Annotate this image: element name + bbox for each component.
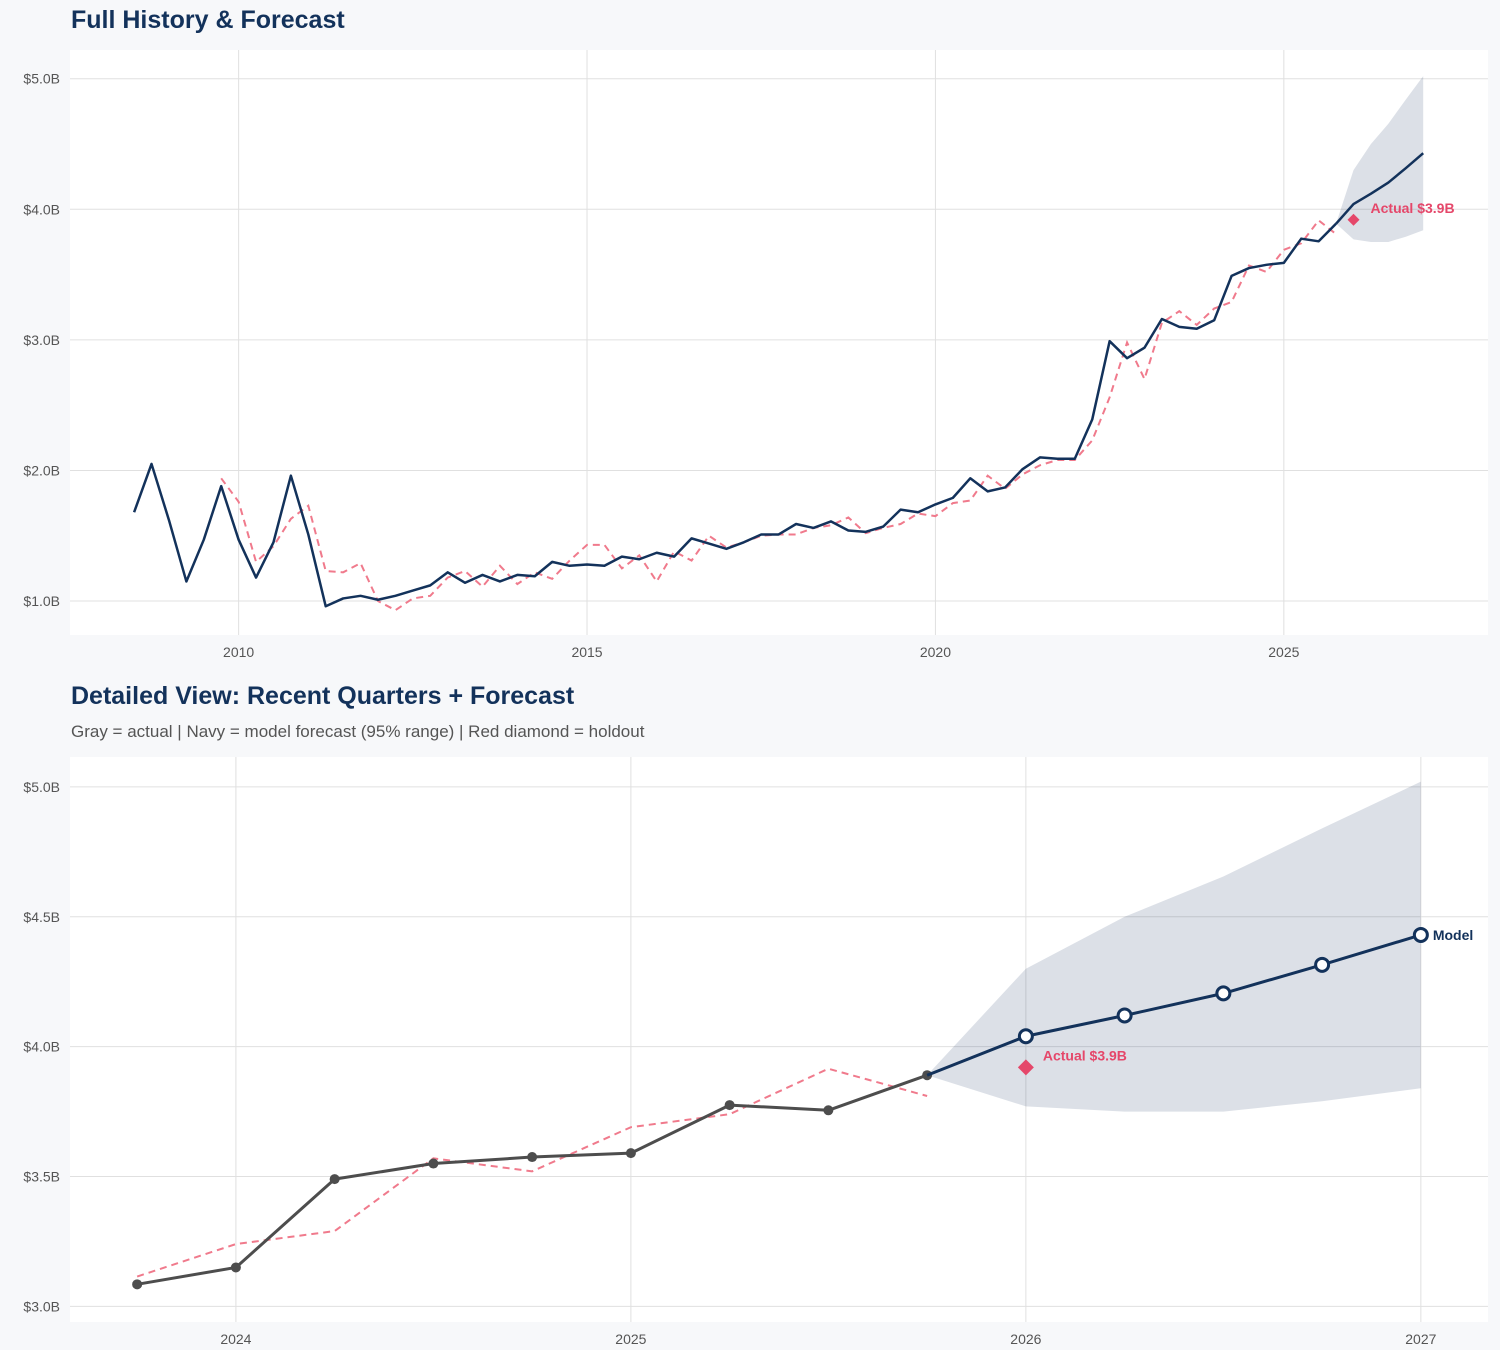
x-tick-label: 2010: [223, 644, 254, 660]
holdout-diamond: [1347, 213, 1360, 226]
forecast-point: [1116, 1007, 1133, 1024]
y-tick-label: $3.0B: [23, 332, 60, 348]
actual-point: [527, 1152, 538, 1163]
x-tick-label: 2026: [1010, 1331, 1041, 1347]
forecast-line: [1335, 152, 1425, 225]
x-tick-label: 2025: [615, 1331, 646, 1347]
forecast-point: [1017, 1028, 1034, 1045]
y-tick-label: $5.0B: [23, 779, 60, 795]
forecast-point: [1215, 985, 1232, 1002]
holdout-label: Actual $3.9B: [1371, 200, 1455, 216]
actual-point: [329, 1174, 340, 1185]
y-tick-label: $4.5B: [23, 909, 60, 925]
x-tick-label: 2015: [571, 644, 602, 660]
actual-point: [625, 1148, 636, 1159]
plot-area: [70, 757, 1488, 1322]
y-tick-label: $1.0B: [23, 593, 60, 609]
y-tick-label: $4.0B: [23, 1039, 60, 1055]
model-end-label: Model: [1433, 927, 1473, 943]
x-tick-label: 2020: [920, 644, 951, 660]
holdout-label: Actual $3.9B: [1043, 1047, 1127, 1063]
actual-line: [132, 222, 1337, 608]
top-chart-title: Full History & Forecast: [71, 6, 345, 34]
bottom-chart-title: Detailed View: Recent Quarters + Forecas…: [71, 682, 575, 710]
forecast-line: [926, 933, 1422, 1077]
forecast-point: [1314, 956, 1331, 973]
y-tick-label: $5.0B: [23, 71, 60, 87]
actual-point: [132, 1279, 143, 1290]
full-history-chart: $1.0B $2.0B $3.0B $4.0B $5.0B 2010 2015 2020 202…: [23, 50, 1488, 660]
y-tick-label: $3.5B: [23, 1169, 60, 1185]
y-tick-label: $3.0B: [23, 1298, 60, 1314]
forecast-95-range-band: [927, 781, 1421, 1112]
actual-point: [823, 1105, 834, 1116]
x-tick-label: 2025: [1268, 644, 1299, 660]
actual-point: [230, 1262, 241, 1273]
x-tick-label: 2024: [220, 1331, 251, 1347]
holdout-diamond: [1017, 1059, 1034, 1076]
detailed-view-chart: $3.0B $3.5B $4.0B $4.5B $5.0B 2024 2025 2026 202…: [23, 757, 1488, 1347]
y-tick-label: $4.0B: [23, 201, 60, 217]
x-tick-label: 2027: [1405, 1331, 1436, 1347]
actual-point: [724, 1100, 735, 1111]
plot-area: [70, 50, 1488, 635]
bottom-chart-subtitle: Gray = actual | Navy = model forecast (9…: [71, 722, 645, 741]
actual-point: [428, 1158, 439, 1169]
y-tick-label: $2.0B: [23, 462, 60, 478]
forecast-point: [1412, 926, 1429, 943]
